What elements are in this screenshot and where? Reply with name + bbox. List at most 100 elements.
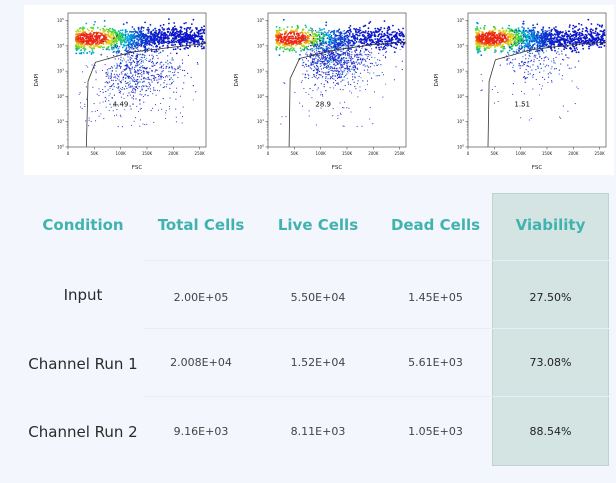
event-dot [106,81,108,83]
event-dot [327,54,329,57]
event-dot [347,53,349,55]
event-dot [179,33,182,35]
event-dot [387,40,389,43]
event-dot [334,52,336,54]
event-dot [363,34,366,36]
event-dot [182,40,185,43]
event-dot [118,79,120,81]
flow-cytometry-plots: 4.49 0 50K 100K 150K 200K 250K 100 101 102 103 104 1… [24,5,614,175]
event-dot [346,67,348,69]
event-dot [379,36,382,38]
event-dot [168,34,171,37]
event-dot [137,82,139,84]
event-dot [146,71,148,73]
event-dot [383,27,386,30]
event-dot [343,76,345,78]
event-dot [309,54,311,56]
event-dot [151,54,153,56]
event-dot [351,63,353,65]
event-dot [147,73,150,76]
event-dot [150,44,153,47]
event-dot [143,86,145,88]
event-dot [116,65,118,67]
event-dot [327,61,330,63]
event-dot [335,50,337,53]
event-dot [337,31,339,33]
event-dot [132,103,134,105]
event-dot [116,67,118,69]
event-dot [81,71,84,73]
event-dot [76,35,79,38]
event-dot [317,44,319,46]
event-dot [381,40,384,43]
event-dot [347,40,349,42]
event-dot [369,66,372,68]
event-dot [328,43,331,46]
event-dot [289,37,292,40]
event-dots [275,18,406,128]
event-dot [160,72,162,74]
event-dot [157,41,159,43]
event-dot [356,125,358,128]
event-dot [160,61,162,63]
event-dot [86,39,89,42]
event-dot [106,56,108,58]
event-dot [336,30,338,32]
event-dot [150,33,152,36]
event-dot [187,36,190,38]
event-dot [179,65,181,67]
event-dot [308,93,310,95]
event-dot [310,34,312,36]
event-dot [155,51,157,53]
event-dot [131,67,133,69]
event-dot [136,60,138,63]
event-dot [318,46,320,48]
event-dot [346,77,348,79]
event-dot [151,74,153,76]
event-dot [320,83,322,85]
event-dot [316,44,318,46]
event-dot [515,31,518,33]
event-dot [148,60,150,62]
event-dot [306,65,308,67]
event-dot [175,116,177,118]
event-dot [335,43,337,46]
event-dot [143,76,145,78]
event-dot [166,60,169,62]
event-dot [117,49,119,51]
event-dot [338,28,341,31]
event-dot [128,84,130,86]
event-dot [353,69,355,71]
event-dot [168,18,170,20]
event-dot [318,55,320,57]
event-dot [534,26,536,29]
event-dot [327,48,329,50]
event-dot [343,32,346,35]
event-dot [179,38,182,41]
event-dot [338,55,340,58]
event-dot [346,60,348,62]
event-dot [80,102,82,104]
event-dot [142,30,144,32]
event-dot [325,24,327,27]
event-dot [325,63,327,65]
event-dot [324,42,326,44]
event-dot [476,51,479,54]
event-dot [370,42,372,44]
event-dot [141,75,143,77]
event-dot [490,44,493,47]
event-dot [319,29,322,32]
event-dot [137,44,139,46]
event-dot [324,50,326,52]
event-dot [125,47,127,49]
event-dot [315,54,317,57]
event-dot [363,51,365,53]
event-dot [374,57,376,59]
event-dot [135,55,137,57]
event-dot [355,37,357,39]
event-dot [133,81,136,83]
event-dot [354,64,356,66]
event-dot [343,41,345,44]
event-dot [138,44,141,47]
event-dot [287,36,290,38]
